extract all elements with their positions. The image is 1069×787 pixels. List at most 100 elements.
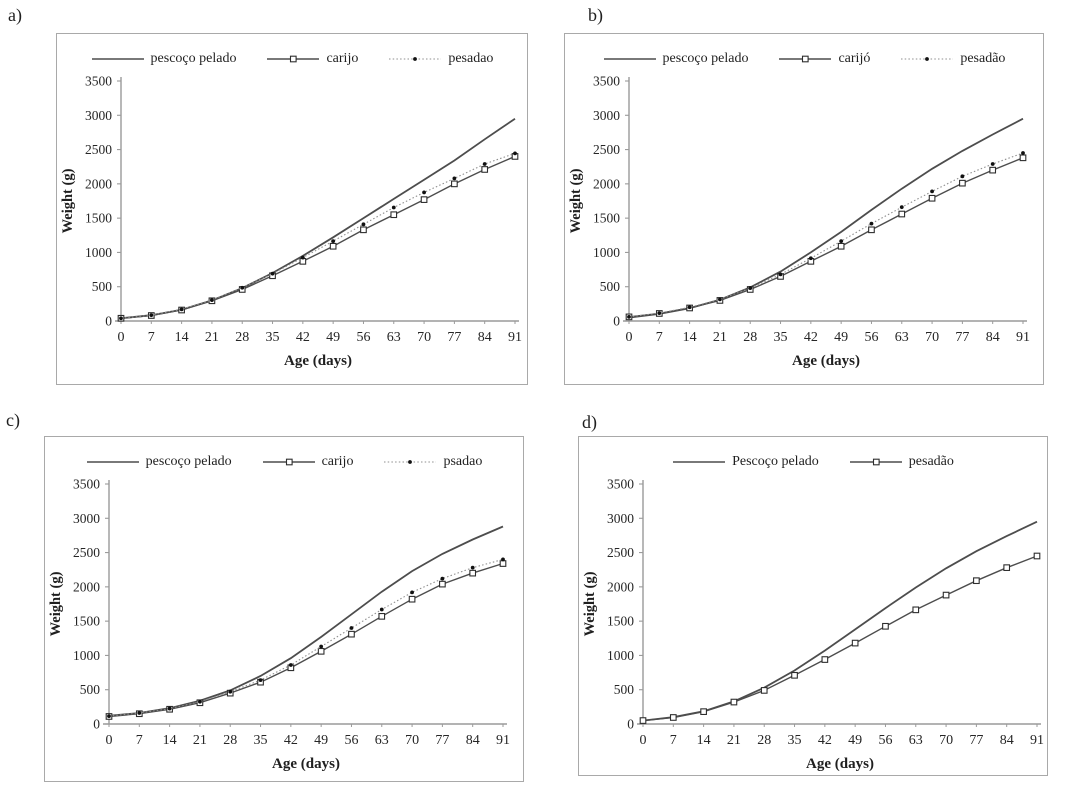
x-tick-label: 49 [314,733,328,748]
legend-item: carijo [266,51,358,67]
panel-a-box: pescoço pelado carijo pesadao 0 500 1000 1500… [56,33,528,385]
chart-svg: 0 500 1000 1500 2000 2500 3000 3500 0 7 14 21 28 35 42… [60,74,522,370]
panel-d-box: Pescoço pelado pesadão 0 500 1000 1500 2000 25… [578,436,1048,776]
panel-d-legend: Pescoço pelado pesadão [579,437,1047,474]
x-tick-label: 28 [235,330,249,345]
chart-svg: 0 500 1000 1500 2000 2500 3000 3500 0 7 14 21 28 35 42… [582,477,1044,773]
x-tick-label: 0 [118,330,125,345]
series-line-pescoço-pelado [642,520,1038,722]
x-tick-label: 14 [683,330,697,345]
x-tick-label: 21 [727,733,741,748]
series-line-psadao [108,558,504,717]
legend-item: psadao [383,454,482,470]
y-tick-label: 3500 [85,74,112,89]
x-tick-label: 14 [175,330,189,345]
panel-a-plot: 0 500 1000 1500 2000 2500 3000 3500 0 7 14 21 28 35 42… [57,71,527,384]
panel-a-legend: pescoço pelado carijo pesadao [57,34,527,71]
legend-item: pesadão [849,454,954,470]
legend-item: Pescoço pelado [672,454,819,470]
x-tick-label: 91 [1030,733,1044,748]
x-tick-label: 56 [878,733,892,748]
x-tick-label: 0 [640,733,647,748]
y-tick-label: 1500 [607,614,634,629]
x-tick-label: 35 [254,733,268,748]
x-tick-label: 49 [834,330,848,345]
legend-label: carijó [838,51,871,66]
y-tick-label: 500 [80,682,101,697]
legend-item: pescoço pelado [91,51,237,67]
x-tick-label: 14 [163,733,177,748]
legend-label: pescoço pelado [662,51,749,66]
y-tick-label: 3500 [607,477,634,492]
y-tick-label: 2500 [607,545,634,560]
legend-label: psadao [443,454,483,469]
legend-sample-solid-square [267,55,320,63]
x-tick-label: 21 [713,330,727,345]
x-tick-label: 42 [284,733,298,748]
x-tick-label: 7 [136,733,143,748]
y-tick-label: 1500 [85,211,112,226]
x-tick-label: 21 [193,733,207,748]
legend-item: pescoço pelado [86,454,232,470]
y-axis-title: Weight (g) [568,168,584,233]
x-tick-label: 35 [774,330,788,345]
legend-item: pesadão [900,51,1005,67]
series-line-carijo [108,562,504,718]
y-tick-label: 2500 [73,545,100,560]
y-tick-label: 3500 [593,74,620,89]
panel-d-plot: 0 500 1000 1500 2000 2500 3000 3500 0 7 14 21 28 35 42… [579,474,1047,787]
legend-label: pescoço pelado [150,51,237,66]
legend-sample-solid-none [603,58,656,60]
x-tick-label: 63 [387,330,401,345]
legend-label: pesadão [960,51,1006,66]
x-tick-label: 84 [466,733,480,748]
panel-a-letter: a) [8,5,22,25]
x-axis-title: Age (days) [792,353,860,369]
x-tick-label: 70 [939,733,953,748]
x-tick-label: 70 [405,733,419,748]
x-tick-label: 77 [955,330,969,345]
series-line-carijó [628,157,1024,318]
y-axis-title: Weight (g) [60,168,76,233]
x-tick-label: 0 [106,733,113,748]
legend-sample-dotted-dot [901,57,954,61]
y-tick-label: 2000 [593,176,620,191]
y-tick-label: 3000 [85,108,112,123]
legend-sample-dotted-dot [384,460,437,464]
series-line-pescoço-pelado [628,117,1024,319]
x-tick-label: 56 [356,330,370,345]
legend-label: pescoço pelado [145,454,232,469]
legend-label: pesadão [908,454,954,469]
x-tick-label: 84 [1000,733,1014,748]
series-line-pesadão [642,555,1038,722]
x-tick-label: 7 [148,330,155,345]
panel-d: d) Pescoço pelado pesadão 0 500 1000 1500 200… [534,399,1069,781]
legend-label: carijo [326,51,359,66]
x-axis-title: Age (days) [272,756,340,772]
panel-c-legend: pescoço pelado carijo psadao [45,437,523,474]
y-tick-label: 0 [613,314,620,329]
series-line-pesadão [628,152,1024,318]
x-tick-label: 7 [670,733,677,748]
x-tick-label: 28 [743,330,757,345]
y-tick-label: 3000 [607,511,634,526]
legend-sample-solid-square [262,458,315,466]
series-line-carijo [120,155,516,319]
x-tick-label: 35 [266,330,280,345]
y-tick-label: 0 [93,717,100,732]
x-tick-label: 70 [417,330,431,345]
y-tick-label: 2500 [593,142,620,157]
y-tick-label: 0 [627,717,634,732]
series-line-pescoço-pelado [120,117,516,320]
x-tick-label: 7 [656,330,663,345]
x-tick-label: 14 [697,733,711,748]
panel-c-plot: 0 500 1000 1500 2000 2500 3000 3500 0 7 14 21 28 35 42… [45,474,523,787]
x-tick-label: 84 [478,330,492,345]
y-tick-label: 3500 [73,477,100,492]
y-tick-label: 1000 [607,648,634,663]
y-tick-label: 1500 [593,211,620,226]
legend-sample-solid-none [673,461,726,463]
x-tick-label: 42 [296,330,310,345]
legend-item: carijo [262,454,353,470]
y-tick-label: 2000 [607,579,634,594]
